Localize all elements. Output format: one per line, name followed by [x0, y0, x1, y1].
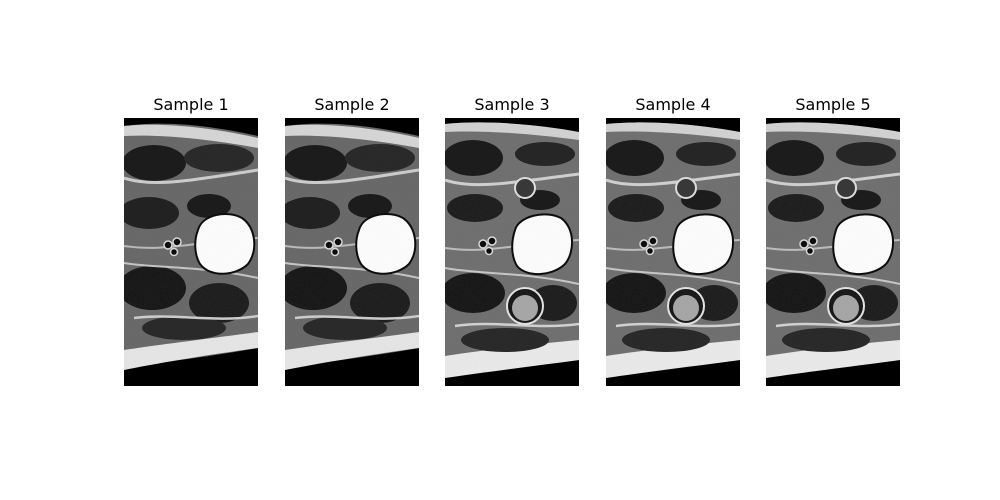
mri-scan-image [606, 118, 740, 386]
mri-scan-image [766, 118, 900, 386]
panel-title: Sample 2 [285, 92, 419, 118]
mri-scan-image [124, 118, 258, 386]
sample-panel-2: Sample 2 [285, 92, 419, 386]
panel-title: Sample 5 [766, 92, 900, 118]
sample-panel-3: Sample 3 [445, 92, 579, 386]
panel-title: Sample 3 [445, 92, 579, 118]
mri-scan-image [445, 118, 579, 386]
sample-panel-1: Sample 1 [124, 92, 258, 386]
panel-title: Sample 1 [124, 92, 258, 118]
sample-panel-4: Sample 4 [606, 92, 740, 386]
panel-title: Sample 4 [606, 92, 740, 118]
mri-scan-image [285, 118, 419, 386]
sample-panel-5: Sample 5 [766, 92, 900, 386]
